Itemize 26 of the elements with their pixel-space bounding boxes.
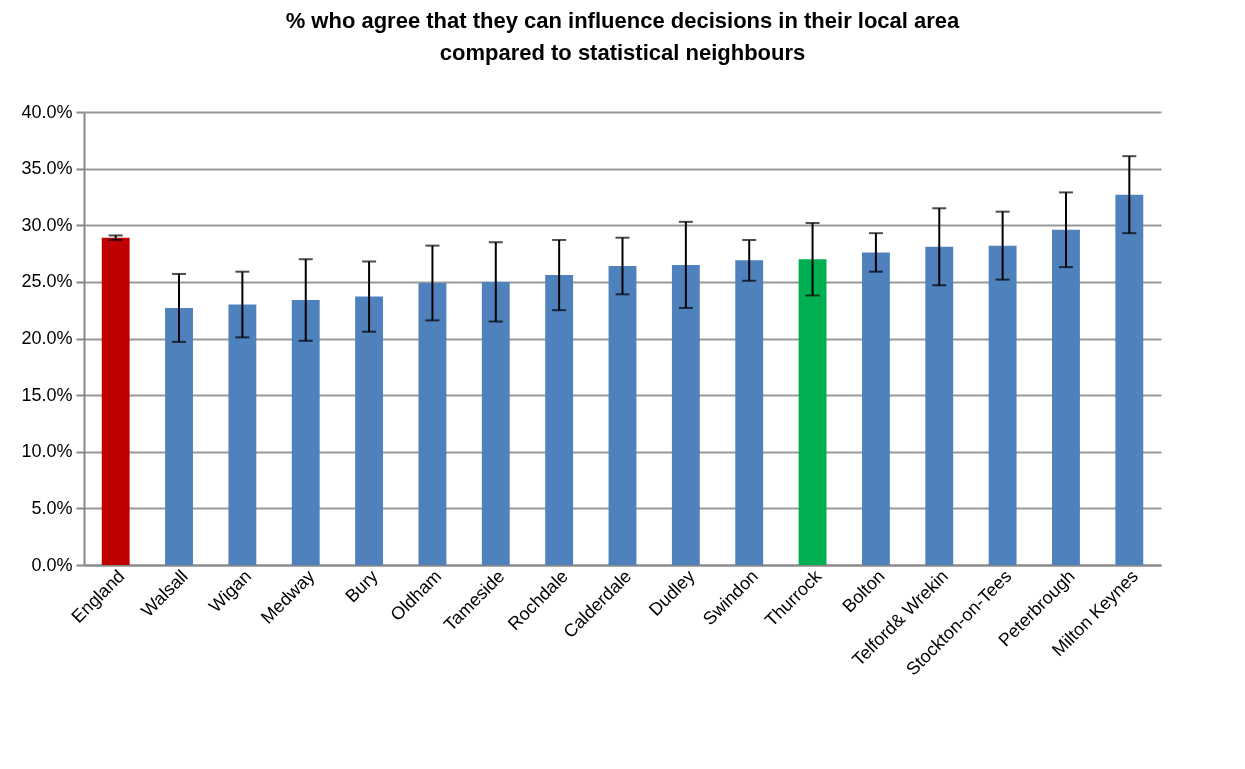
bar <box>355 296 384 565</box>
y-tick-label: 35.0% <box>21 158 73 179</box>
y-tick-label: 40.0% <box>21 101 73 122</box>
bar <box>988 245 1017 565</box>
y-tick-label: 20.0% <box>21 328 73 348</box>
bar <box>481 281 510 565</box>
bar <box>291 300 320 565</box>
chart-title: % who agree that they can influence decisions in their local area compared to statistical neighbours <box>285 8 961 65</box>
y-tick-label: 5.0% <box>31 497 73 518</box>
bar <box>418 283 447 565</box>
bar <box>1052 229 1080 565</box>
y-tick-label: 15.0% <box>21 384 73 405</box>
bar <box>861 252 890 565</box>
bar <box>798 259 827 565</box>
bar <box>735 260 764 565</box>
y-tick-label: 25.0% <box>21 271 73 292</box>
y-tick-label: 0.0% <box>31 554 73 575</box>
bar <box>1115 194 1144 565</box>
bar <box>545 275 574 565</box>
bar <box>671 264 700 565</box>
bar <box>165 307 193 565</box>
bar <box>925 246 954 565</box>
bar <box>608 266 637 565</box>
y-tick-label: 10.0% <box>21 441 73 462</box>
y-tick-label: 30.0% <box>21 214 73 235</box>
bar <box>228 304 257 565</box>
